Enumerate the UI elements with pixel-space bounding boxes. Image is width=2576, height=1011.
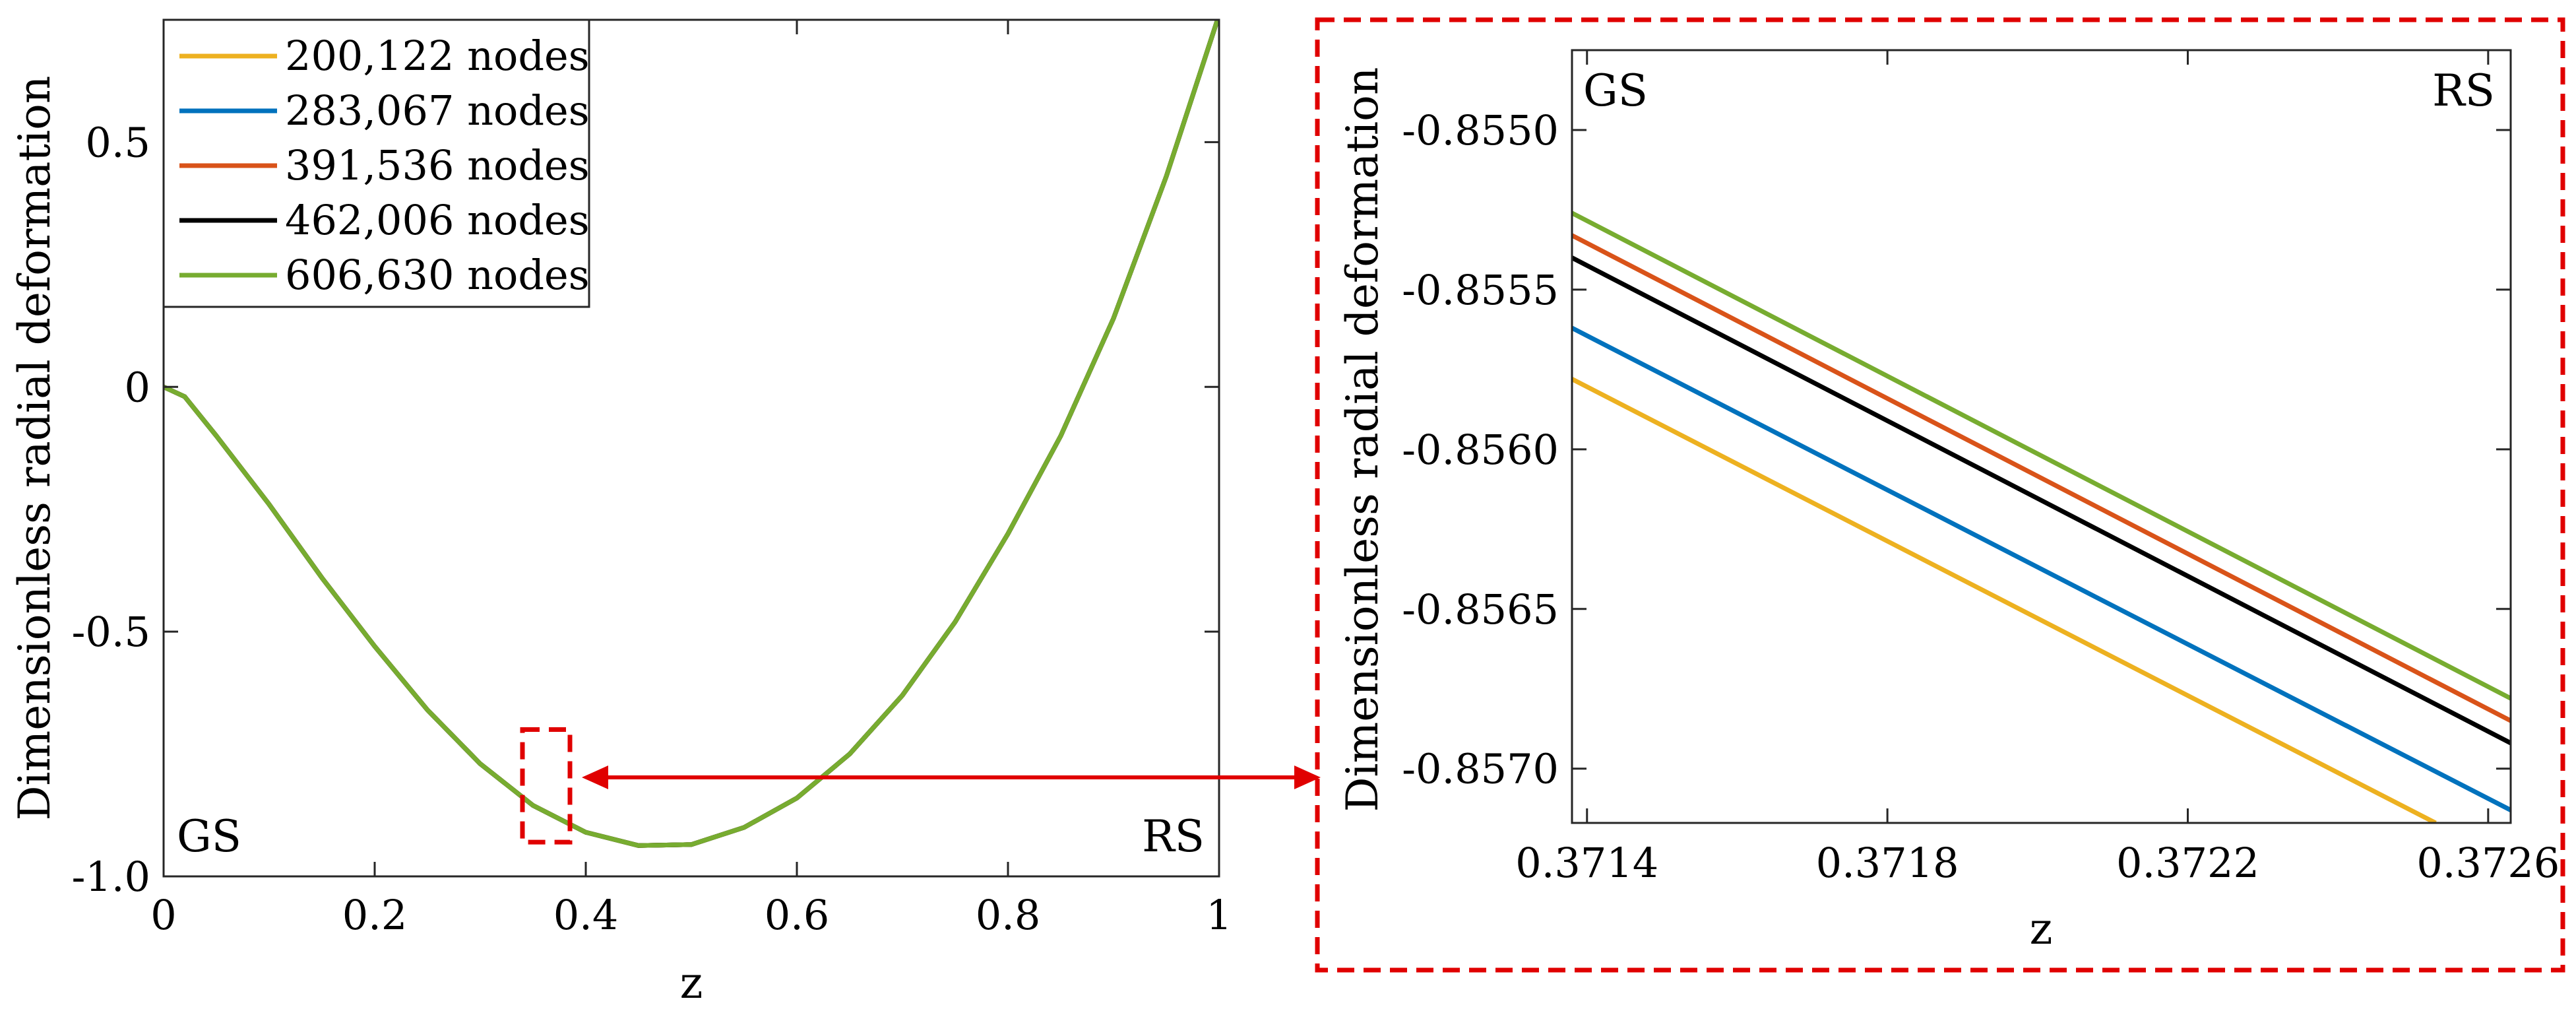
legend-label: 283,067 nodes	[285, 86, 590, 135]
series-line-462006	[1572, 255, 2511, 746]
series-lines	[164, 20, 1219, 848]
legend: 200,122 nodes 283,067 nodes 391,536 node…	[162, 18, 590, 308]
zoom-region-box	[520, 727, 573, 845]
x-tick-label: 0.3714	[1515, 839, 1658, 887]
overview-series-group	[164, 20, 1219, 848]
legend-item: 606,630 nodes	[179, 251, 590, 299]
overview-ticks: 0 0.2 0.4 0.6 0.8 1 -1.0 -0.5 0 0.5	[71, 20, 1232, 939]
zoom-rs-label: RS	[2432, 65, 2495, 116]
y-tick-label: -0.8565	[1402, 585, 1559, 634]
zoom-connector-arrow	[582, 766, 1321, 789]
y-tick-label: -0.8555	[1402, 266, 1559, 314]
overview-rs-label: RS	[1142, 811, 1205, 862]
y-tick-label: -0.5	[71, 608, 150, 656]
legend-item: 391,536 nodes	[179, 141, 590, 189]
x-tick-label: 0.4	[553, 891, 619, 939]
zoom-y-axis-label: Dimensionless radial deformation	[1337, 67, 1388, 812]
y-tick-label: -1.0	[71, 853, 150, 901]
zoom-x-axis-label: z	[2030, 903, 2053, 954]
arrow-head-right	[1294, 766, 1321, 789]
y-tick-label: -0.8560	[1402, 426, 1559, 474]
overview-x-axis-label: z	[680, 958, 703, 1008]
zoom-ticks: 0.3714 0.3718 0.3722 0.3726 -0.8550 -0.8555 -0…	[1402, 50, 2560, 887]
x-tick-label: 0.3726	[2416, 839, 2560, 887]
legend-item: 462,006 nodes	[179, 196, 590, 244]
zoom-panel: 0.3714 0.3718 0.3722 0.3726 -0.8550 -0.8555 -0…	[1315, 17, 2565, 973]
x-tick-label: 0.6	[765, 891, 830, 939]
y-tick-label: -0.8570	[1402, 745, 1559, 793]
zoom-axes-box	[1571, 49, 2512, 824]
y-tick-label: 0.5	[85, 118, 150, 166]
y-tick-label: -0.8550	[1402, 106, 1559, 154]
zoom-gs-label: GS	[1583, 65, 1648, 116]
legend-label: 462,006 nodes	[285, 196, 590, 244]
series-line-606630	[1572, 211, 2511, 701]
legend-label: 200,122 nodes	[285, 32, 590, 80]
series-line-200122	[1572, 377, 2437, 823]
overview-gs-label: GS	[177, 811, 241, 862]
x-tick-label: 0.8	[976, 891, 1041, 939]
legend-item: 283,067 nodes	[179, 86, 590, 135]
zoom-series-group	[1572, 211, 2511, 823]
zoom-panel-frame	[1315, 17, 2565, 973]
series-lines	[1572, 211, 2511, 823]
x-tick-label: 0.2	[342, 891, 408, 939]
overview-panel: 0 0.2 0.4 0.6 0.8 1 -1.0 -0.5 0 0.5 z Dimensionle…	[9, 18, 1232, 1008]
legend-item: 200,122 nodes	[179, 32, 590, 80]
y-tick-label: 0	[125, 363, 150, 411]
x-tick-label: 0	[150, 891, 176, 939]
legend-label: 391,536 nodes	[285, 141, 590, 189]
series-line-283067	[1572, 325, 2511, 812]
x-tick-label: 0.3718	[1816, 839, 1959, 887]
x-tick-label: 1	[1206, 891, 1232, 939]
legend-label: 606,630 nodes	[285, 251, 590, 299]
arrow-head-left	[582, 766, 608, 789]
series-line-391536	[1572, 233, 2511, 723]
x-tick-label: 0.3722	[2116, 839, 2259, 887]
overview-axes-box	[162, 18, 1220, 878]
series-line-606630	[164, 20, 1219, 848]
overview-y-axis-label: Dimensionless radial deformation	[9, 76, 60, 821]
